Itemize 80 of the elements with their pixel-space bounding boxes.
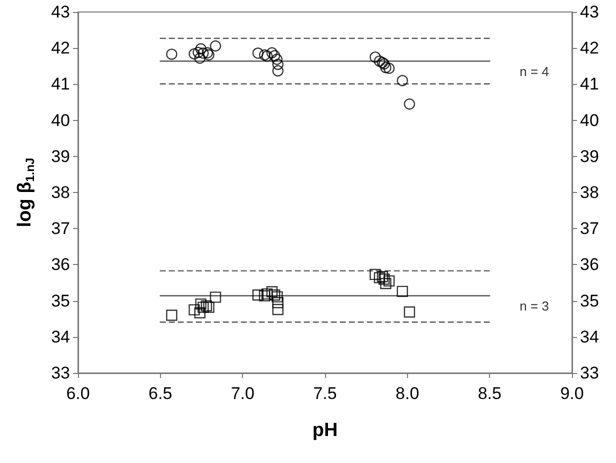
point <box>376 271 388 282</box>
x-axis-title: pH <box>312 420 338 441</box>
y-tick-label: 38 <box>51 183 70 202</box>
y2-tick-label: 42 <box>580 38 599 58</box>
y2-tick-label: 37 <box>580 219 599 238</box>
point <box>195 43 206 54</box>
y2-tick-label: 41 <box>580 74 599 94</box>
point <box>380 278 392 290</box>
point <box>166 310 178 321</box>
y-tick-label: 33 <box>51 364 70 382</box>
point <box>396 286 408 298</box>
annotation: n = 3 <box>520 298 549 314</box>
point <box>203 49 214 61</box>
point <box>266 286 278 298</box>
y2-tick-label: 38 <box>580 183 599 202</box>
y2-tick-label: 34 <box>580 327 599 346</box>
point <box>383 275 395 287</box>
point <box>266 47 278 58</box>
x-tick-label: 7.5 <box>313 384 337 403</box>
point <box>261 50 273 62</box>
point <box>203 302 214 313</box>
point <box>370 52 381 63</box>
y-tick-label: 41 <box>51 74 70 94</box>
y-tick-label: 43 <box>51 2 70 22</box>
y-tick-label: 42 <box>51 38 70 58</box>
point <box>258 49 270 61</box>
x-tick-label: 6.5 <box>148 384 172 403</box>
point <box>374 272 386 284</box>
y-tick-label: 39 <box>51 146 70 166</box>
point <box>271 54 283 65</box>
point <box>200 300 212 312</box>
point <box>272 297 284 308</box>
point <box>396 74 408 86</box>
point <box>210 40 222 52</box>
y-tick-label: 34 <box>51 327 70 346</box>
point <box>166 48 178 60</box>
y2-tick-label: 40 <box>580 110 599 130</box>
y-tick-label: 35 <box>51 291 70 310</box>
point <box>272 304 284 316</box>
y-axis-title: log β1.nJ <box>14 158 37 228</box>
y-tick-label: 40 <box>51 110 70 130</box>
point <box>269 289 280 301</box>
point <box>192 46 204 58</box>
x-tick-label: 6.0 <box>66 384 90 403</box>
y2-tick-label: 43 <box>580 2 599 22</box>
point <box>404 306 416 318</box>
point <box>194 52 206 64</box>
x-tick-label: 7.0 <box>230 384 254 403</box>
point <box>272 58 284 70</box>
y2-tick-label: 35 <box>580 291 599 310</box>
y2-tick-label: 36 <box>580 255 599 274</box>
point <box>404 98 416 110</box>
point <box>195 298 206 310</box>
point <box>380 62 392 74</box>
point <box>252 289 264 301</box>
y-tick-label: 37 <box>51 219 70 238</box>
point <box>272 291 283 302</box>
point <box>188 304 200 316</box>
point <box>198 302 209 313</box>
x-tick-label: 9.0 <box>560 384 584 403</box>
point <box>202 47 214 58</box>
annotation: n = 4 <box>520 64 549 80</box>
y2-tick-label: 39 <box>580 146 599 166</box>
point <box>188 48 200 60</box>
point <box>261 288 273 300</box>
point <box>374 56 386 67</box>
point <box>370 268 381 280</box>
point <box>198 48 209 59</box>
x-tick-label: 8.5 <box>478 384 502 403</box>
y2-tick-label: 33 <box>580 364 599 382</box>
point <box>210 292 222 303</box>
point <box>272 65 284 76</box>
point <box>252 48 264 59</box>
point <box>383 62 395 74</box>
point <box>194 307 206 318</box>
point <box>378 274 390 285</box>
y-tick-label: 36 <box>51 255 70 274</box>
point <box>269 50 280 62</box>
point <box>258 290 270 302</box>
x-tick-label: 8.0 <box>396 384 420 403</box>
